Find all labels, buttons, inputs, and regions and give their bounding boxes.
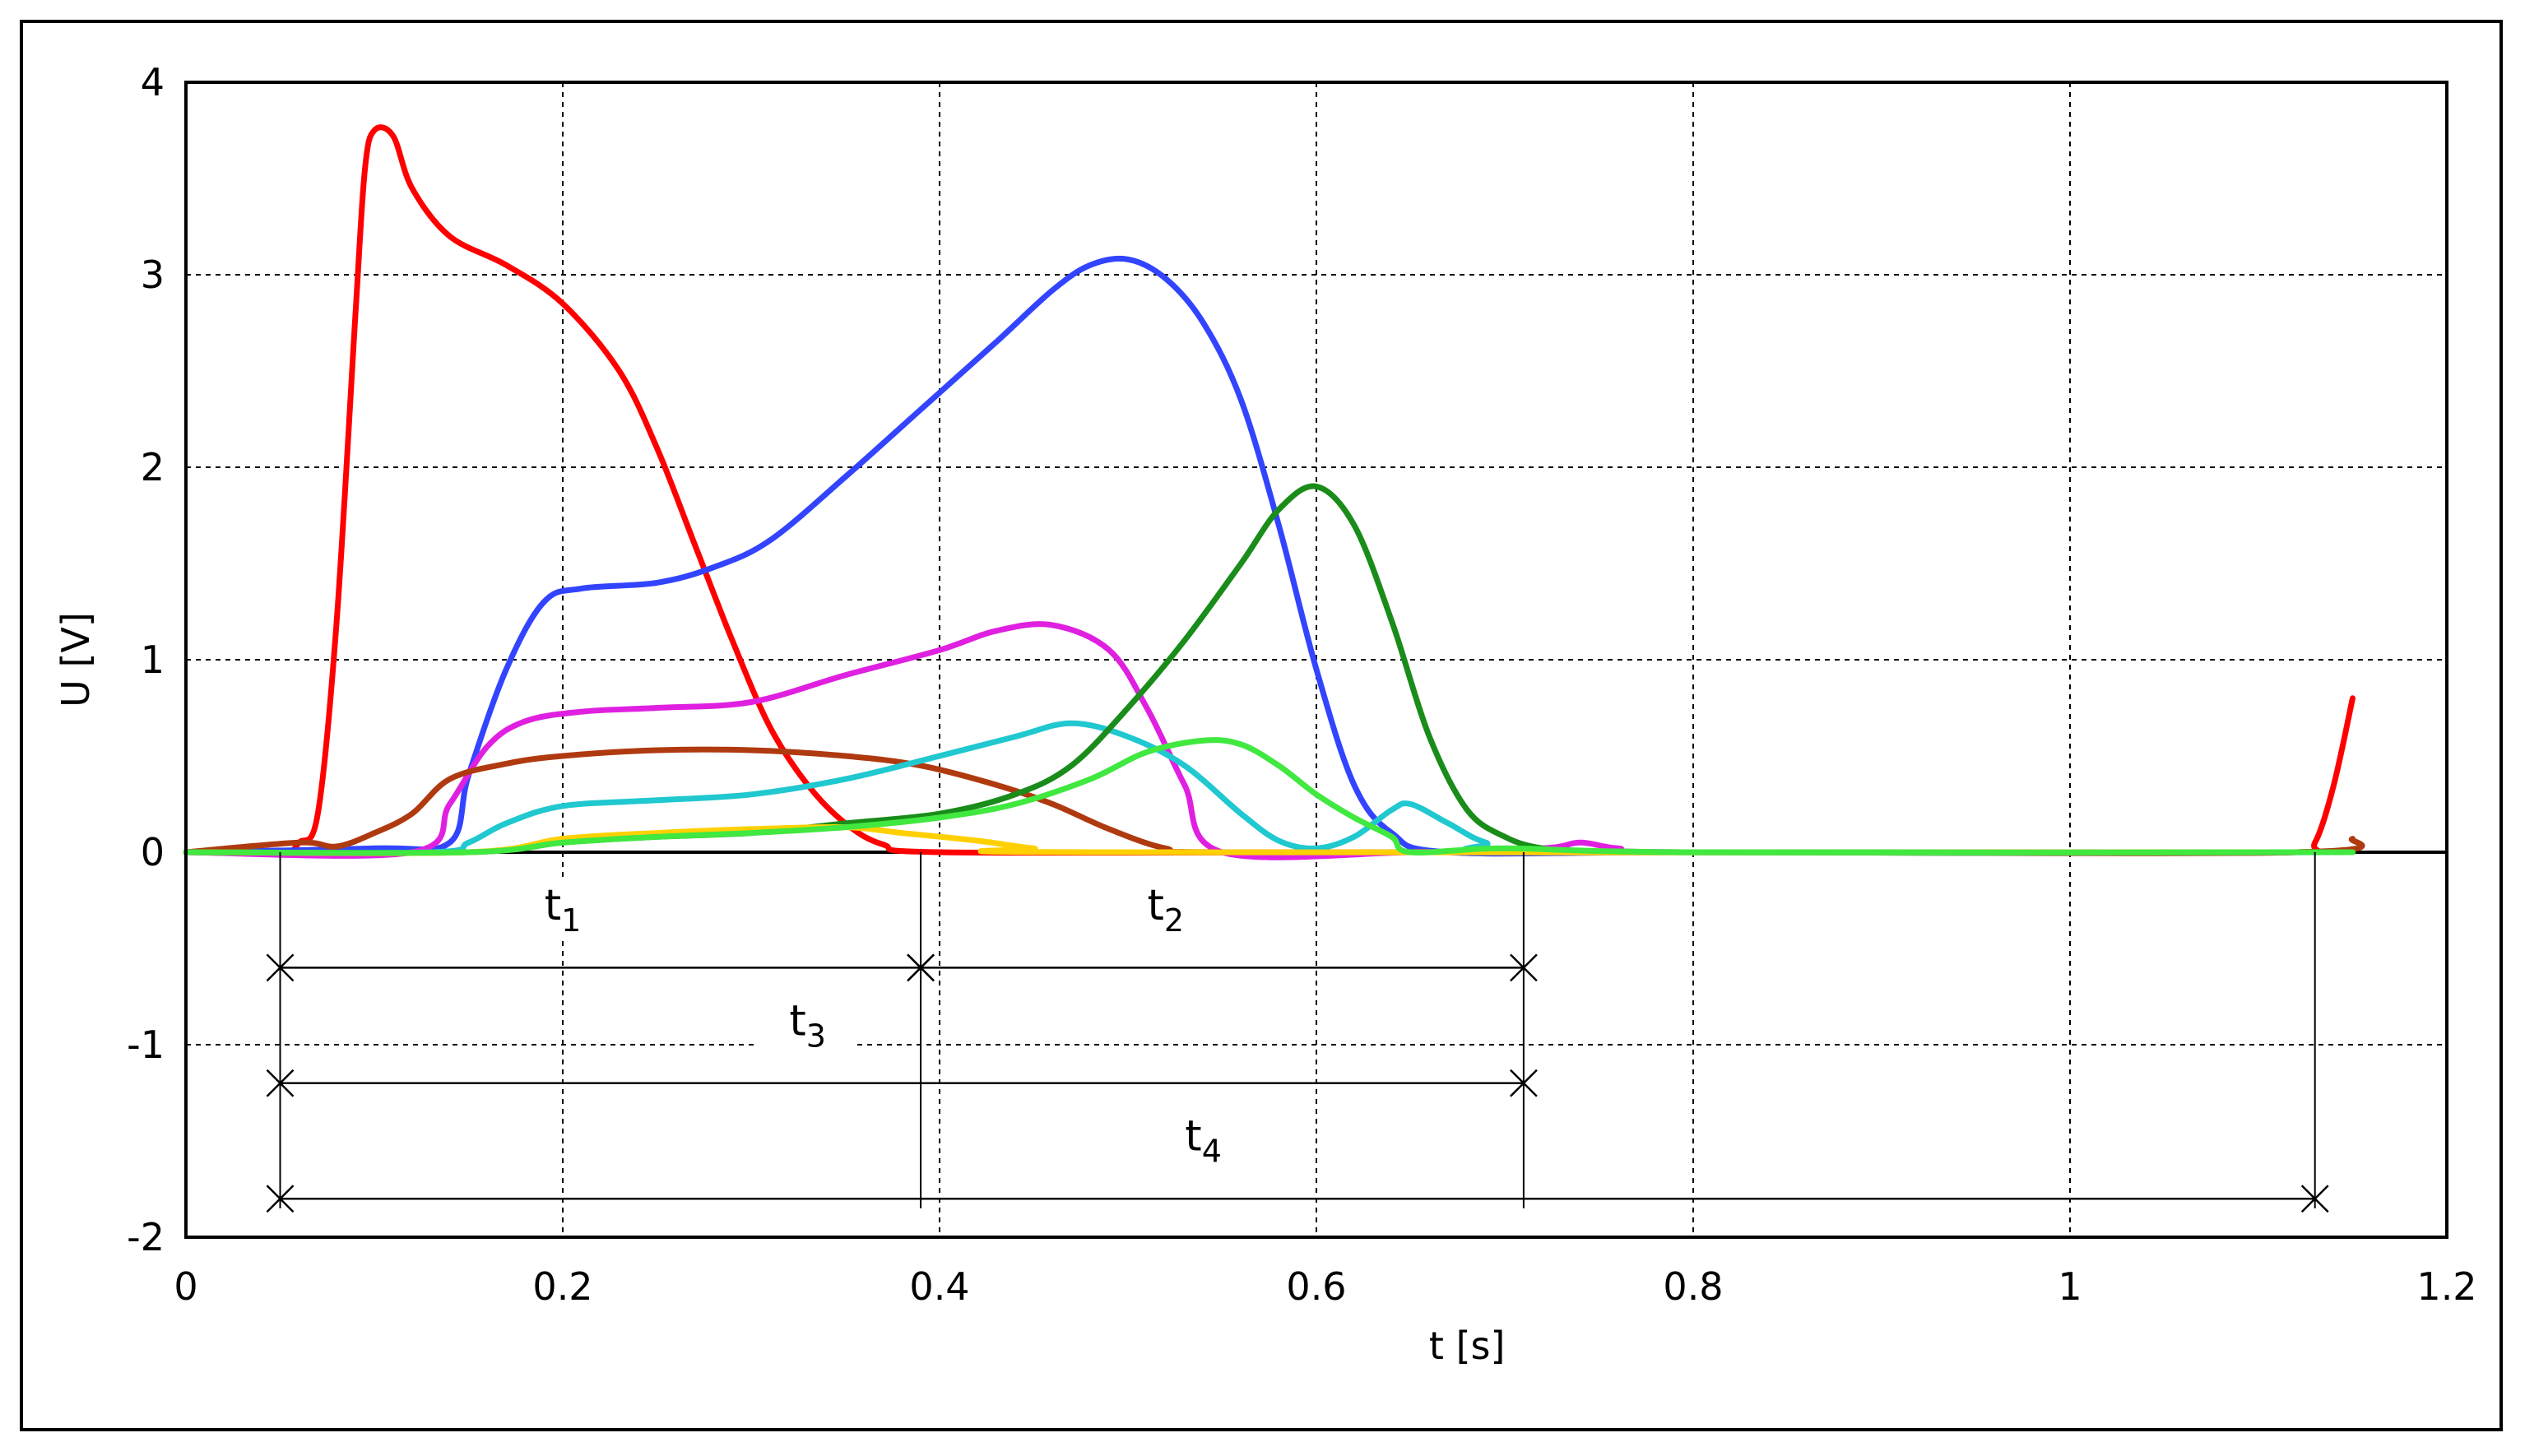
y-tick-label: 3 [141,253,165,297]
y-tick-label: 4 [141,60,165,104]
interval-end-cross [1510,953,1538,982]
series-line-5 [183,720,2356,856]
interval-label-t4: t4 [1185,1112,1222,1170]
interval-end-cross [266,1069,295,1097]
y-tick-label: 2 [141,445,165,489]
plot-area-border [184,81,2448,1239]
x-tick-label: 0 [174,1264,197,1309]
x-tick-label: 1 [2058,1264,2082,1309]
interval-end-cross [2300,1185,2329,1213]
x-tick-label: 0.6 [1286,1264,1346,1309]
interval-label-t2: t2 [1148,881,1185,939]
series-line-2 [183,255,2356,857]
x-axis-label: t [s] [1429,1324,1506,1368]
x-tick-label: 1.2 [2416,1264,2476,1309]
interval-end-cross [266,953,295,982]
y-tick-label: -2 [127,1215,165,1259]
interval-label-t3: t3 [789,996,826,1054]
series-line-6 [183,483,2356,856]
interval-label-bg [1116,876,1215,941]
interval-end-cross [266,1185,295,1213]
y-tick-label: 1 [141,638,165,682]
tick-labels: 0 0.2 0.4 0.6 0.8 1 1.2 4 3 2 1 0 -1 -2 [127,60,2476,1309]
interval-label-bg [1153,1107,1253,1172]
interval-end-cross [907,953,935,982]
interval-label-bg [758,992,857,1057]
series-line-3 [183,621,2356,860]
chart-frame: t1 t2 t3 t4 0 0.2 0.4 0.6 0.8 1 1.2 4 3 2 1 0 -1 -2 t [s… [20,20,2503,1431]
annotations-layer: t1 t2 t3 t4 [266,852,2329,1213]
chart-svg: t1 t2 t3 t4 0 0.2 0.4 0.6 0.8 1 1.2 4 3 2 1 0 -1 -2 t [s… [53,60,2477,1368]
y-axis-label: U [V] [53,612,98,707]
x-tick-label: 0.2 [532,1264,592,1309]
interval-end-cross [1510,1069,1538,1097]
x-tick-label: 0.4 [909,1264,969,1309]
y-tick-label: -1 [127,1022,165,1067]
interval-label-t1: t1 [545,881,582,939]
y-tick-label: 0 [141,830,165,874]
series-layer [183,124,2365,860]
x-tick-label: 0.8 [1663,1264,1723,1309]
series-line-8 [183,737,2356,856]
interval-label-bg [513,876,612,941]
